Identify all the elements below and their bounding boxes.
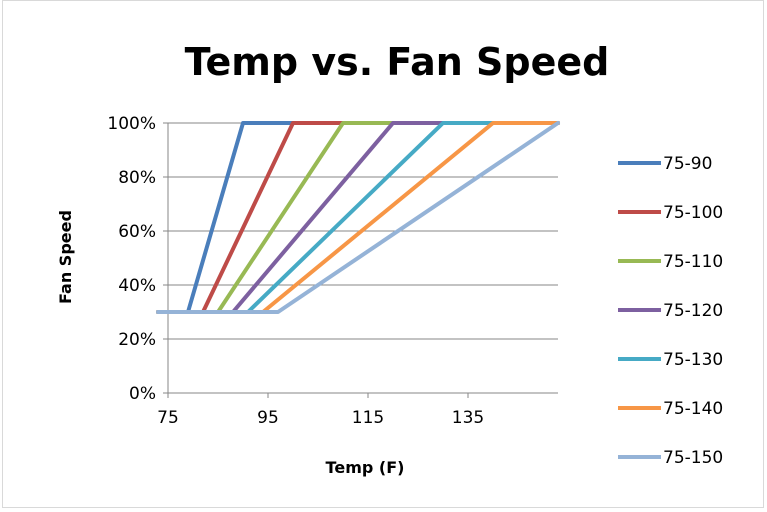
axes	[163, 122, 558, 398]
y-tick-label: 80%	[118, 168, 156, 188]
legend-label: 75-100	[663, 203, 723, 223]
series-lines	[156, 121, 560, 314]
series-line-75-150	[156, 121, 560, 314]
tick-labels: 0% 20% 40% 60% 80% 100% 75 95 115 135	[107, 114, 484, 428]
y-tick-label: 40%	[118, 276, 156, 296]
legend-label: 75-140	[663, 399, 723, 419]
x-tick-label: 75	[157, 408, 179, 428]
chart-svg: Temp vs. Fan Speed 0% 20% 40% 60% 80% 100% 75 9…	[56, 40, 723, 477]
legend-label: 75-90	[663, 154, 712, 174]
x-tick-label: 95	[257, 408, 279, 428]
legend-label: 75-110	[663, 252, 723, 272]
legend-label: 75-120	[663, 301, 723, 321]
x-tick-label: 135	[452, 408, 484, 428]
y-tick-label: 100%	[107, 114, 156, 134]
y-tick-label: 60%	[118, 222, 156, 242]
chart-title: Temp vs. Fan Speed	[185, 40, 610, 84]
legend-label: 75-130	[663, 350, 723, 370]
x-tick-label: 115	[352, 408, 384, 428]
y-tick-label: 0%	[129, 384, 156, 404]
legend-label: 75-150	[663, 448, 723, 468]
y-tick-label: 20%	[118, 330, 156, 350]
series-line-75-100	[156, 121, 560, 314]
y-axis-title: Fan Speed	[56, 210, 75, 304]
x-axis-title: Temp (F)	[326, 458, 405, 477]
legend: 75-90 75-100 75-110 75-120 75-130 75-140 75-15…	[618, 154, 723, 468]
